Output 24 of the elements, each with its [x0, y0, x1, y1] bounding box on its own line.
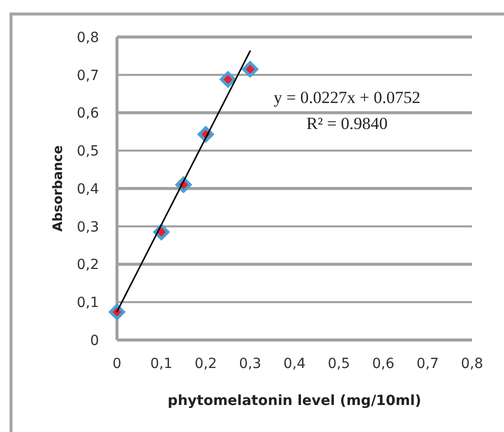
x-tick-label: 0,5 [328, 356, 350, 372]
y-tick-label: 0,6 [76, 106, 100, 122]
y-axis-title: Absorbance [51, 145, 66, 232]
annotation: R² = 0.9840 [306, 114, 388, 133]
y-tick-label: 0,3 [76, 219, 99, 236]
y-tick-label: 0,4 [76, 181, 100, 198]
annotation: y = 0.0227x + 0.0752 [274, 88, 420, 107]
x-tick-label: 0,6 [372, 356, 394, 372]
x-tick-label: 0,2 [194, 356, 217, 372]
x-tick-label: 0,7 [416, 356, 439, 372]
y-tick-label: 0,5 [76, 144, 99, 160]
y-tick-label: 0,8 [76, 30, 99, 46]
x-tick-label: 0,3 [238, 356, 262, 372]
x-axis-title: phytomelatonin level (mg/10ml) [168, 393, 422, 409]
y-tick-label: 0,7 [76, 68, 99, 84]
x-tick-label: 0,8 [460, 356, 484, 372]
y-tick-label: 0,2 [76, 257, 99, 274]
x-tick-label: 0,4 [283, 356, 306, 372]
point [220, 71, 236, 88]
y-tick-label: 0,1 [76, 295, 99, 312]
x-tick-label: 0,1 [150, 356, 173, 372]
x-tick-label: 0 [112, 356, 122, 372]
y-tick-label: 0 [90, 332, 99, 349]
point [242, 61, 258, 78]
